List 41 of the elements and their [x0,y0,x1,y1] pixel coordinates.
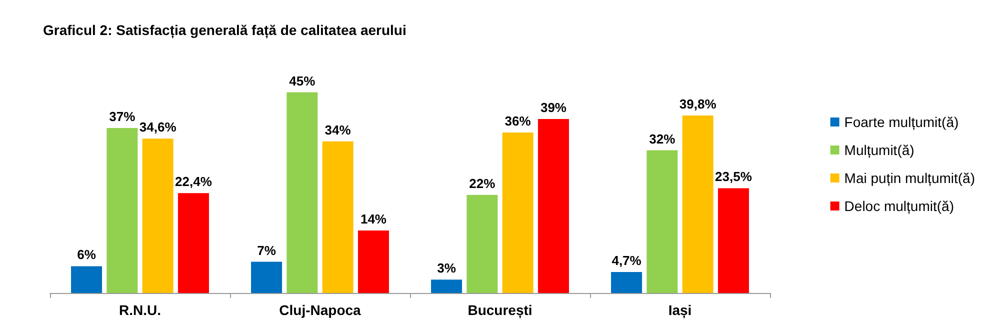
data-label: 4,7% [612,253,642,268]
x-tick-label: București [468,302,532,319]
bar [142,138,174,293]
data-label: 32% [649,131,676,146]
data-label: 45% [289,73,316,88]
data-label: 37% [109,108,136,124]
data-label: 22,4% [175,174,212,190]
legend-label: Deloc mulțumit(ă) [844,198,954,214]
data-label: 3% [437,260,456,276]
bar [538,119,569,293]
data-label: 36% [504,113,532,128]
bar [466,194,498,293]
bar [502,132,534,293]
bar [71,266,102,293]
bar [718,188,749,293]
data-label: 7% [257,242,276,258]
legend-label: Foarte mulțumit(ă) [844,114,959,130]
bar [431,280,462,293]
bar [611,272,642,293]
data-label: 34,6% [139,120,177,135]
legend-label: Mulțumit(ă) [844,142,914,158]
legend-label: Mai puțin mulțumit(ă) [844,170,975,186]
x-tick-label: R.N.U. [119,302,161,318]
bar [178,193,209,293]
data-label: 14% [360,212,387,227]
bar [251,262,282,293]
data-label: 34% [324,122,352,138]
chart-title: Graficul 2: Satisfacția generală față de calitatea aerului [43,22,406,39]
bar [106,128,138,293]
x-tick-label: Cluj-Napoca [279,302,362,318]
data-label: 23,5% [715,169,752,184]
data-label: 39,8% [679,96,717,112]
bar [358,230,389,293]
data-label: 6% [77,247,96,262]
data-label: 39% [540,100,567,116]
bar [646,150,678,293]
bar [286,92,318,293]
data-label: 22% [469,176,496,191]
bar [682,115,714,293]
bar [322,141,354,293]
x-tick-label: Iași [668,302,692,319]
